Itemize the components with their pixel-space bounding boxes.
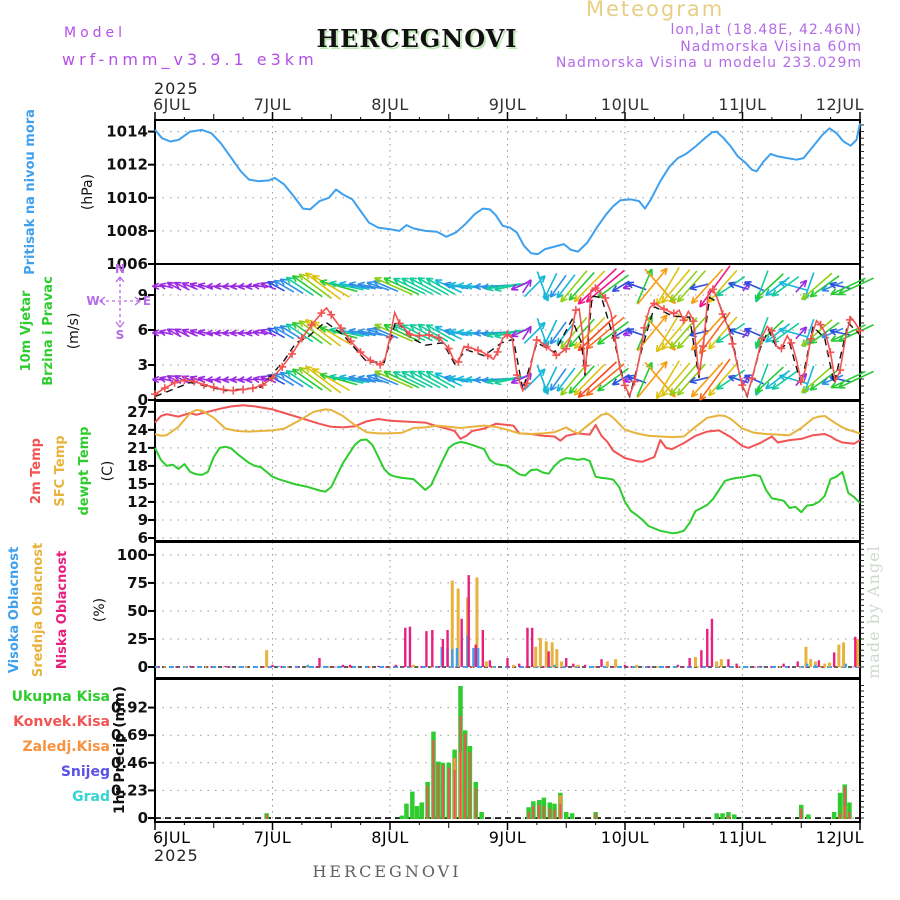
bottom-day-label: 7JUL — [254, 828, 292, 847]
y-tick-label: 1006 — [106, 255, 148, 273]
watermark: Meteogram — [586, 0, 724, 21]
footer-station-name: HERCEGNOVI — [312, 862, 461, 881]
svg-text:S: S — [116, 328, 125, 342]
svg-text:E: E — [143, 294, 151, 308]
model-label: Model — [64, 25, 126, 41]
precip-bars — [155, 685, 860, 820]
niska-axis-title: Niska Oblacnost — [55, 551, 70, 669]
svg-text:W: W — [86, 294, 99, 308]
info-lonlat: lon,lat (18.48E, 42.46N) — [671, 22, 863, 38]
y-tick-label: 25 — [127, 630, 148, 648]
sfctemp-axis-title: SFC Temp — [53, 435, 68, 506]
top-day-label: 7JUL — [254, 95, 292, 114]
info-elevation: Nadmorska Visina 60m — [680, 39, 862, 55]
y-tick-label: 9 — [138, 286, 148, 304]
y-tick-label: 18 — [127, 457, 148, 475]
bottom-day-label: 12JUL — [816, 828, 864, 847]
y-tick-label: 1010 — [106, 189, 148, 207]
bottom-day-label: 8JUL — [371, 828, 409, 847]
bottom-day-label: 6JUL — [153, 828, 191, 847]
y-tick-label: 0.23 — [111, 781, 148, 799]
wind-axis-title-1: 10m Vjetar — [19, 290, 34, 371]
pressure-axis-title: Pritisak na nivou mora — [23, 109, 38, 275]
legend-grad: Grad — [72, 789, 110, 805]
y-tick-label: 6 — [138, 529, 148, 547]
dewpt-axis-title: dewpt Temp — [77, 427, 92, 516]
y-tick-label: 15 — [127, 475, 148, 493]
y-tick-label: 12 — [127, 493, 148, 511]
top-day-label: 6JUL — [153, 95, 191, 114]
chart-layers: 1006100810101012101403696912151821242702… — [106, 95, 874, 847]
pressure-line — [154, 123, 861, 256]
y-tick-label: 9 — [138, 511, 148, 529]
y-tick-label: 24 — [127, 421, 148, 439]
wind-compass: N S W E — [86, 262, 151, 342]
legend-zaledj-kisa: Zaledj.Kisa — [23, 739, 110, 755]
y-tick-label: 27 — [127, 403, 148, 421]
panel-frames — [154, 119, 861, 823]
legend-snijeg: Snijeg — [61, 764, 110, 780]
y-tick-label: 50 — [127, 602, 148, 620]
axis-ticks-labels: 1006100810101012101403696912151821242702… — [106, 123, 864, 827]
time-axes: 6JUL 6JUL 7JUL 7JUL 8JUL 8JUL 9JUL 9JUL 10JUL 10J… — [153, 95, 864, 847]
pressure-unit-label: (hPa) — [80, 174, 96, 210]
page-title-glow: HERCEGNOVI — [318, 26, 519, 55]
top-day-label: 11JUL — [718, 95, 766, 114]
y-tick-label: 6 — [138, 321, 148, 339]
legend-konvek-kisa: Konvek.Kisa — [13, 714, 110, 730]
model-name: wrf-nmm_v3.9.1 e3km — [62, 50, 318, 70]
temperature-lines — [154, 404, 861, 535]
y-tick-label: 0.69 — [111, 726, 148, 744]
panel-grids — [155, 120, 860, 822]
y-tick-label: 0.46 — [111, 754, 148, 772]
wind-unit-label: (m/s) — [66, 313, 82, 350]
page-title: HERCEGNOVI — [316, 24, 517, 53]
precip-unit-label: 1hr Precip (mm) — [112, 686, 128, 814]
svg-text:N: N — [115, 262, 125, 276]
info-model-elevation: Nadmorska Visina u modelu 233.029m — [556, 55, 862, 71]
y-tick-label: 0.92 — [111, 699, 148, 717]
y-tick-label: 1012 — [106, 156, 148, 174]
srednja-axis-title: Srednja Oblacnost — [31, 543, 46, 677]
top-day-label: 12JUL — [816, 95, 864, 114]
y-tick-label: 3 — [138, 356, 148, 374]
visoka-axis-title: Visoka Oblacnost — [7, 547, 22, 673]
bottom-day-label: 9JUL — [489, 828, 527, 847]
temp-series-sfc-temp — [154, 408, 861, 439]
bottom-day-label: 10JUL — [601, 828, 649, 847]
y-tick-label: 0 — [138, 809, 148, 827]
y-tick-label: 1014 — [106, 123, 148, 141]
top-day-label: 10JUL — [601, 95, 649, 114]
temp-unit-label: (C) — [100, 461, 116, 482]
y-tick-label: 100 — [117, 546, 148, 564]
temp-series-dewpt-temp — [154, 438, 861, 535]
temp2m-axis-title: 2m Temp — [29, 438, 44, 504]
y-tick-label: 1008 — [106, 222, 148, 240]
credit-watermark: made by Angel — [864, 545, 883, 679]
wind-axis-title-2: Brzina i Pravac — [41, 276, 56, 386]
cloud-unit-label: (%) — [92, 598, 108, 622]
y-tick-label: 75 — [127, 574, 148, 592]
wind-speed-line — [151, 284, 864, 399]
compass-cross-icon — [98, 275, 142, 329]
wind-arrows — [152, 265, 874, 401]
y-tick-label: 21 — [127, 439, 148, 457]
bottom-day-label: 11JUL — [718, 828, 766, 847]
top-axis-year: 2025 — [154, 79, 199, 98]
y-tick-label: 0 — [138, 391, 148, 409]
wind-mean-line — [154, 295, 861, 399]
legend-ukupna-kisa: Ukupna Kisa — [12, 689, 110, 705]
y-tick-label: 0 — [138, 658, 148, 676]
cloud-bars — [155, 575, 860, 669]
bottom-axis-year: 2025 — [154, 846, 199, 865]
top-day-label: 8JUL — [371, 95, 409, 114]
top-day-label: 9JUL — [489, 95, 527, 114]
